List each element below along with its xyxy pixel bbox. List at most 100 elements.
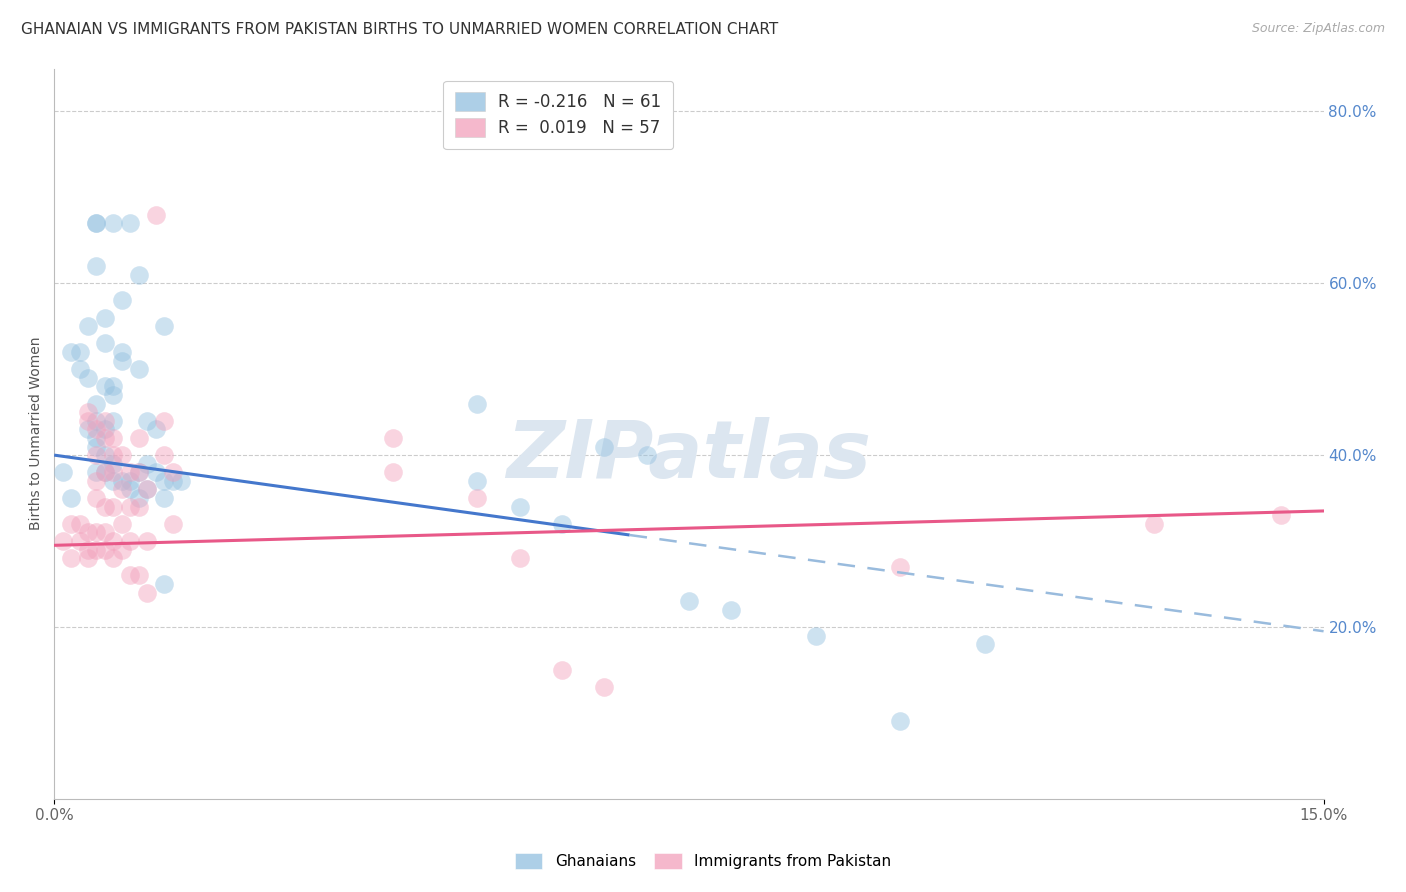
Point [128,491,150,505]
Point [86,440,108,454]
Point [153,414,176,428]
Point [128,431,150,445]
Point [162,516,184,531]
Point [636,448,658,462]
Point [103,457,125,471]
Point [77,414,100,428]
Point [153,474,176,488]
Point [86,431,108,445]
Point [120,500,142,514]
Point [94,525,117,540]
Point [136,585,159,599]
Point [551,663,574,677]
Point [128,568,150,582]
Point [128,465,150,479]
Point [111,483,134,497]
Point [804,628,827,642]
Point [381,431,404,445]
Point [94,465,117,479]
Point [69,362,91,376]
Point [153,448,176,462]
Point [103,379,125,393]
Point [145,208,167,222]
Point [94,422,117,436]
Point [86,542,108,557]
Point [94,431,117,445]
Point [1270,508,1292,523]
Point [86,259,108,273]
Point [120,216,142,230]
Point [94,336,117,351]
Point [103,474,125,488]
Point [103,388,125,402]
Point [86,422,108,436]
Point [136,414,159,428]
Point [720,603,742,617]
Point [120,534,142,549]
Point [509,500,531,514]
Legend: Ghanaians, Immigrants from Pakistan: Ghanaians, Immigrants from Pakistan [509,847,897,875]
Point [94,542,117,557]
Point [593,680,616,694]
Point [120,568,142,582]
Point [145,465,167,479]
Point [974,637,997,651]
Point [77,542,100,557]
Point [465,396,488,410]
Point [103,465,125,479]
Point [86,216,108,230]
Text: GHANAIAN VS IMMIGRANTS FROM PAKISTAN BIRTHS TO UNMARRIED WOMEN CORRELATION CHART: GHANAIAN VS IMMIGRANTS FROM PAKISTAN BIR… [21,22,779,37]
Point [94,500,117,514]
Point [94,379,117,393]
Legend: R = -0.216   N = 61, R =  0.019   N = 57: R = -0.216 N = 61, R = 0.019 N = 57 [443,80,673,149]
Point [86,525,108,540]
Point [60,516,83,531]
Point [170,474,193,488]
Point [52,465,75,479]
Text: ZIPatlas: ZIPatlas [506,417,872,494]
Point [111,542,134,557]
Point [593,440,616,454]
Point [86,396,108,410]
Point [128,500,150,514]
Point [86,216,108,230]
Point [145,422,167,436]
Point [77,422,100,436]
Point [60,551,83,566]
Point [465,491,488,505]
Point [128,268,150,282]
Point [128,465,150,479]
Point [381,465,404,479]
Point [111,345,134,359]
Point [103,534,125,549]
Point [111,448,134,462]
Point [136,534,159,549]
Point [86,465,108,479]
Point [103,431,125,445]
Point [111,516,134,531]
Point [153,491,176,505]
Point [111,353,134,368]
Point [153,577,176,591]
Point [120,465,142,479]
Point [111,293,134,308]
Point [111,474,134,488]
Point [77,319,100,334]
Point [509,551,531,566]
Point [120,483,142,497]
Point [86,448,108,462]
Point [77,525,100,540]
Point [77,405,100,419]
Point [69,345,91,359]
Point [120,474,142,488]
Point [94,448,117,462]
Point [551,516,574,531]
Point [465,474,488,488]
Point [153,319,176,334]
Point [94,414,117,428]
Point [60,345,83,359]
Point [52,534,75,549]
Point [103,216,125,230]
Y-axis label: Births to Unmarried Women: Births to Unmarried Women [30,337,44,531]
Point [136,457,159,471]
